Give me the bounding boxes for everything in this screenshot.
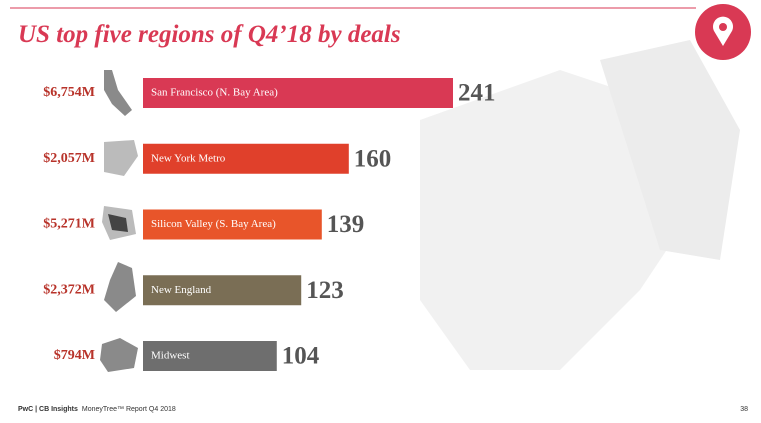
value-label: 123 [306, 277, 344, 304]
amount-label: $5,271M [43, 217, 95, 232]
bar-label: Silicon Valley (S. Bay Area) [151, 218, 276, 230]
footer-source-bold: PwC | CB Insights [18, 406, 78, 413]
bar [143, 209, 322, 240]
amount-label: $794M [54, 348, 95, 363]
bar-label: New England [151, 284, 212, 296]
bar-label: New York Metro [151, 152, 226, 164]
location-icon [695, 4, 751, 60]
amount-label: $2,372M [43, 282, 95, 297]
bar [143, 275, 302, 306]
amount-label: $2,057M [43, 151, 95, 166]
bar [143, 143, 349, 174]
bar-label: Midwest [151, 350, 190, 362]
footer: PwC | CB Insights MoneyTree™ Report Q4 2… [18, 406, 176, 413]
value-label: 104 [282, 343, 320, 370]
value-label: 241 [458, 80, 496, 107]
bar-label: San Francisco (N. Bay Area) [151, 87, 278, 99]
bar [143, 78, 453, 108]
region-maps [100, 70, 138, 372]
value-label: 160 [354, 145, 392, 172]
watermark [420, 40, 740, 370]
page-number: 38 [740, 406, 748, 413]
bar [143, 341, 277, 371]
amount-label: $6,754M [43, 85, 95, 100]
value-label: 139 [327, 211, 365, 238]
chart-title: US top five regions of Q4’18 by deals [18, 21, 401, 48]
footer-source: MoneyTree™ Report Q4 2018 [82, 406, 176, 413]
